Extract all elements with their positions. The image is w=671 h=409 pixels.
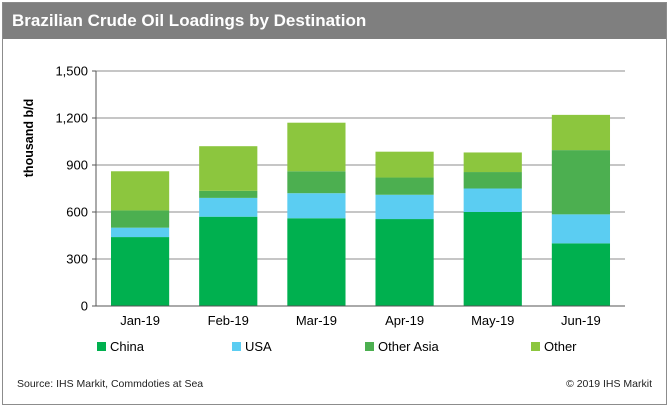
- bar-other-mar-19: [287, 122, 346, 172]
- bar-usa-feb-19: [199, 197, 258, 217]
- legend-swatch-other: [531, 342, 540, 351]
- bar-other-jun-19: [551, 114, 611, 151]
- legend-label-other: Other: [544, 339, 577, 354]
- source-note: Source: IHS Markit, Commdoties at Sea: [17, 378, 204, 390]
- legend-swatch-china: [97, 342, 106, 351]
- y-tick-label: 1,200: [55, 111, 88, 126]
- y-tick-label: 1,500: [55, 64, 88, 79]
- bar-china-may-19: [463, 212, 522, 306]
- legend-label-usa: USA: [245, 339, 272, 354]
- bar-usa-may-19: [463, 188, 522, 212]
- x-tick-label: Mar-19: [296, 313, 337, 328]
- x-tick-label: Apr-19: [385, 313, 424, 328]
- bar-other-feb-19: [199, 146, 258, 191]
- y-tick-label: 300: [66, 252, 88, 267]
- legend-label-china: China: [110, 339, 145, 354]
- bar-usa-jan-19: [110, 227, 170, 238]
- y-tick-label: 600: [66, 205, 88, 220]
- gridlines: [96, 70, 625, 260]
- bar-china-apr-19: [375, 219, 434, 306]
- x-tick-label: Jan-19: [120, 313, 160, 328]
- chart-title: Brazilian Crude Oil Loadings by Destinat…: [3, 3, 666, 39]
- bar-other-apr-19: [375, 151, 434, 178]
- bar-usa-jun-19: [551, 214, 611, 244]
- bar-other-asia-mar-19: [287, 171, 346, 194]
- legend-swatch-other-asia: [365, 342, 374, 351]
- stacked-bar-chart: 0 300 600 900 1,200 1,500 Jan-19 Feb-19 Mar-19 Ap…: [22, 64, 625, 354]
- legend-swatch-usa: [232, 342, 241, 351]
- legend-label-other-asia: Other Asia: [378, 339, 439, 354]
- copyright-note: © 2019 IHS Markit: [566, 378, 652, 390]
- y-axis-label: thousand b/d: [22, 99, 36, 177]
- bar-usa-apr-19: [375, 194, 434, 220]
- bar-china-jun-19: [551, 243, 611, 306]
- bars: [110, 114, 611, 306]
- bar-china-feb-19: [199, 216, 258, 306]
- x-tick-label: Jun-19: [561, 313, 601, 328]
- bar-china-jan-19: [110, 237, 170, 306]
- x-tick-label: Feb-19: [208, 313, 249, 328]
- bar-other-asia-apr-19: [375, 177, 434, 195]
- legend: China USA Other Asia Other: [97, 339, 577, 354]
- chart-frame: Brazilian Crude Oil Loadings by Destinat…: [2, 2, 667, 405]
- bar-other-asia-jun-19: [551, 150, 611, 215]
- bar-china-mar-19: [287, 218, 346, 306]
- bar-other-asia-may-19: [463, 172, 522, 189]
- bar-other-asia-feb-19: [199, 190, 258, 198]
- bar-usa-mar-19: [287, 193, 346, 219]
- axes: 0 300 600 900 1,200 1,500 Jan-19 Feb-19 Mar-19 Ap…: [55, 64, 625, 328]
- y-tick-label: 0: [81, 299, 88, 314]
- x-tick-label: May-19: [471, 313, 514, 328]
- bar-other-asia-jan-19: [110, 210, 170, 228]
- bar-other-may-19: [463, 152, 522, 173]
- bar-other-jan-19: [110, 171, 170, 211]
- y-tick-label: 900: [66, 158, 88, 173]
